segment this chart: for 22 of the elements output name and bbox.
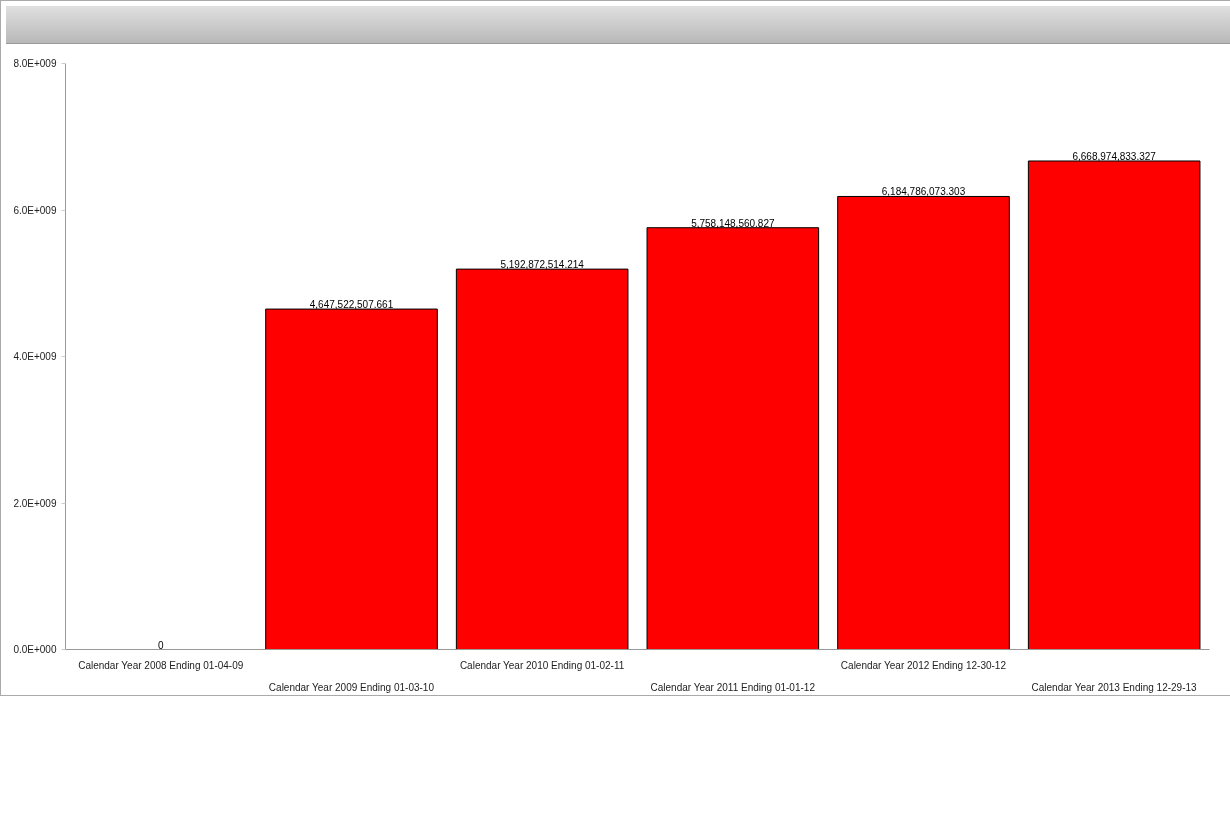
- data-label: 4,647,522,507.661: [309, 299, 394, 311]
- x-tick-label: Calendar Year 2008 Ending 01-04-09: [78, 659, 244, 671]
- bar: [837, 195, 1010, 650]
- data-label: 0: [158, 639, 165, 651]
- y-tick-label: 6.0E+009: [13, 204, 57, 216]
- y-tick-label: 2.0E+009: [13, 497, 57, 509]
- x-tick-label: Calendar Year 2012 Ending 12-30-12: [840, 659, 1007, 671]
- x-tick-label: Calendar Year 2010 Ending 01-02-11: [459, 659, 625, 671]
- bar: [455, 268, 629, 650]
- bar: [646, 227, 820, 650]
- y-tick-label: 0.0E+000: [13, 644, 57, 655]
- data-label: 6,668,974,833.327: [1072, 151, 1157, 162]
- data-label: 6,184,786,073.303: [881, 186, 966, 198]
- x-tick-label: Calendar Year 2013 Ending 12-29-13: [1031, 681, 1198, 693]
- y-tick-label: 4.0E+009: [13, 351, 57, 362]
- x-tick-label: Calendar Year 2009 Ending 01-03-10: [268, 681, 435, 693]
- bar: [265, 308, 438, 650]
- y-tick-label: 8.0E+009: [13, 58, 57, 69]
- x-tick-label: Calendar Year 2011 Ending 01-01-12: [650, 681, 816, 693]
- data-label: 5,758,148,560.827: [691, 217, 775, 229]
- data-label: 5,192,872,514.214: [500, 259, 585, 271]
- bar: [1027, 160, 1201, 650]
